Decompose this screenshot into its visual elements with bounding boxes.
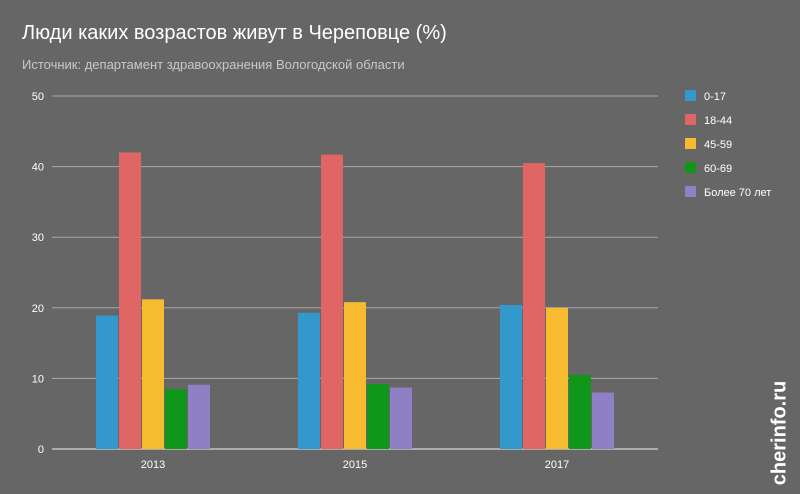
watermark-text: cherinfo.ru bbox=[768, 380, 791, 486]
legend-label: Более 70 лет bbox=[704, 187, 771, 199]
legend-swatch bbox=[685, 138, 696, 149]
bar-60-69 bbox=[569, 374, 591, 449]
legend-swatch bbox=[685, 114, 696, 125]
y-tick-label: 20 bbox=[32, 303, 44, 315]
bar-60-69 bbox=[165, 388, 187, 449]
y-tick-label: 10 bbox=[32, 373, 44, 385]
bar-0-17 bbox=[96, 315, 118, 449]
bar-18-44 bbox=[119, 152, 141, 450]
y-axis: 0 10 20 30 40 50 bbox=[32, 91, 44, 456]
bar-0-17 bbox=[298, 312, 320, 449]
legend-swatch bbox=[685, 90, 696, 101]
bar-0-17 bbox=[500, 304, 522, 449]
y-tick-label: 50 bbox=[32, 91, 44, 103]
y-tick-label: 30 bbox=[32, 232, 44, 244]
x-axis: 2013 2015 2017 bbox=[141, 459, 569, 471]
y-tick-label: 0 bbox=[38, 444, 44, 456]
y-tick-label: 40 bbox=[32, 162, 44, 174]
watermark: cherinfo.ru bbox=[760, 378, 800, 488]
x-tick-label: 2013 bbox=[141, 459, 165, 471]
bar-45-59 bbox=[344, 302, 366, 449]
bars bbox=[96, 152, 614, 450]
x-tick-label: 2015 bbox=[343, 459, 367, 471]
bar-более-70-лет bbox=[188, 384, 210, 449]
bar-18-44 bbox=[321, 154, 343, 449]
bar-18-44 bbox=[523, 163, 545, 449]
bar-45-59 bbox=[142, 299, 164, 449]
bar-более-70-лет bbox=[592, 392, 614, 449]
chart-title: Люди каких возрастов живут в Череповце (… bbox=[22, 22, 447, 44]
chart-subtitle: Источник: департамент здравоохранения Во… bbox=[22, 57, 405, 72]
bar-60-69 bbox=[367, 384, 389, 449]
legend-label: 18-44 bbox=[704, 115, 732, 127]
x-tick-label: 2017 bbox=[545, 459, 569, 471]
legend-swatch bbox=[685, 186, 696, 197]
legend-label: 0-17 bbox=[704, 91, 726, 103]
legend-label: 45-59 bbox=[704, 139, 732, 151]
legend-swatch bbox=[685, 162, 696, 173]
bar-45-59 bbox=[546, 307, 568, 449]
bar-более-70-лет bbox=[390, 387, 412, 449]
legend-label: 60-69 bbox=[704, 163, 732, 175]
legend: 0-17 18-44 45-59 60-69 Более 70 лет bbox=[685, 90, 771, 199]
